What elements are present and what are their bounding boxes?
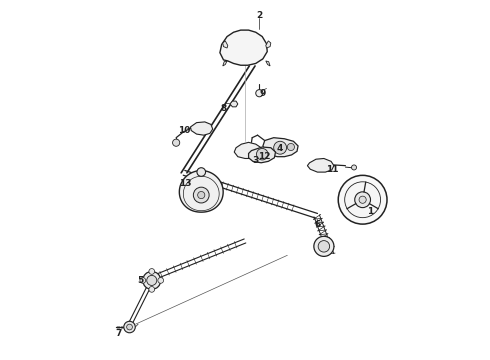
Circle shape bbox=[279, 150, 285, 156]
Circle shape bbox=[256, 90, 263, 97]
Circle shape bbox=[194, 187, 209, 203]
Circle shape bbox=[149, 287, 155, 292]
Circle shape bbox=[318, 240, 330, 252]
Polygon shape bbox=[266, 61, 270, 66]
Circle shape bbox=[344, 182, 381, 218]
Text: 6: 6 bbox=[314, 220, 320, 229]
Polygon shape bbox=[266, 41, 271, 48]
Polygon shape bbox=[307, 158, 334, 172]
Polygon shape bbox=[191, 122, 213, 135]
Circle shape bbox=[158, 278, 164, 283]
Text: 13: 13 bbox=[179, 179, 192, 188]
Text: 2: 2 bbox=[256, 10, 263, 19]
Text: 4: 4 bbox=[276, 144, 283, 153]
Circle shape bbox=[355, 192, 370, 208]
Circle shape bbox=[256, 148, 268, 160]
Text: 3: 3 bbox=[253, 156, 259, 165]
Circle shape bbox=[172, 139, 180, 146]
Polygon shape bbox=[223, 41, 228, 48]
Circle shape bbox=[338, 175, 387, 224]
Polygon shape bbox=[179, 171, 223, 212]
Circle shape bbox=[287, 143, 294, 150]
Polygon shape bbox=[234, 142, 261, 158]
Polygon shape bbox=[223, 61, 227, 66]
Text: 10: 10 bbox=[178, 126, 190, 135]
Text: 1: 1 bbox=[367, 207, 373, 216]
Text: 7: 7 bbox=[116, 329, 122, 338]
Circle shape bbox=[143, 271, 161, 289]
Polygon shape bbox=[230, 101, 238, 107]
Polygon shape bbox=[263, 138, 298, 157]
Circle shape bbox=[147, 275, 157, 285]
Text: 12: 12 bbox=[258, 152, 271, 161]
Polygon shape bbox=[220, 30, 267, 65]
Circle shape bbox=[359, 196, 366, 203]
Text: 8: 8 bbox=[220, 104, 226, 113]
Text: 5: 5 bbox=[137, 276, 144, 285]
Circle shape bbox=[197, 168, 205, 176]
Circle shape bbox=[274, 141, 287, 154]
Circle shape bbox=[124, 321, 135, 333]
Polygon shape bbox=[248, 147, 275, 163]
Circle shape bbox=[197, 192, 205, 199]
Text: 11: 11 bbox=[326, 166, 339, 175]
Text: 9: 9 bbox=[259, 89, 266, 98]
Circle shape bbox=[126, 324, 132, 330]
Circle shape bbox=[140, 278, 146, 283]
Circle shape bbox=[351, 165, 357, 170]
Circle shape bbox=[314, 236, 334, 256]
Circle shape bbox=[149, 269, 155, 274]
